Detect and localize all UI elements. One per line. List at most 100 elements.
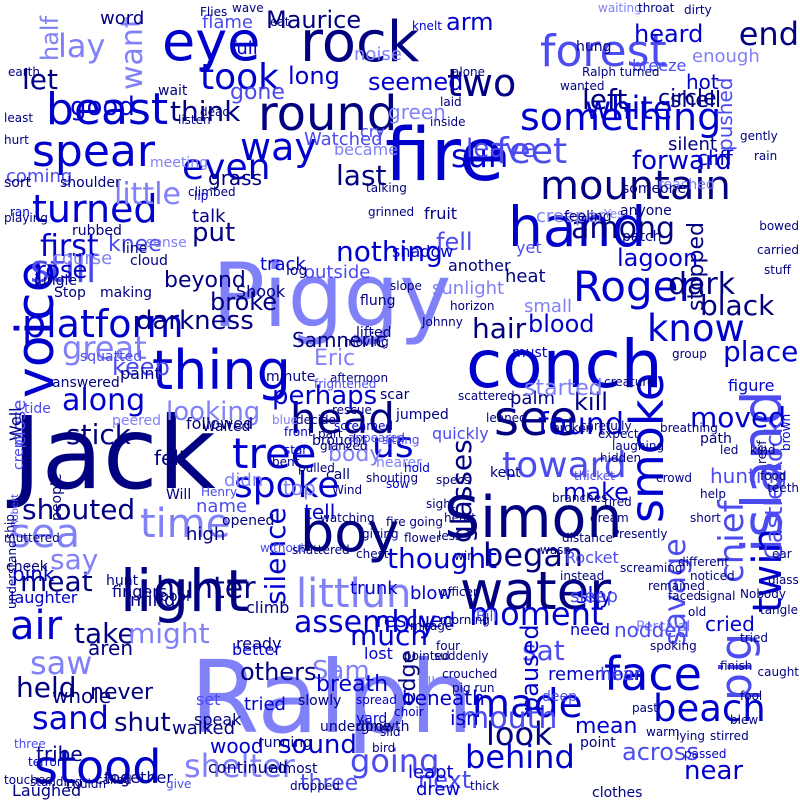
cloud-word: meeting: [150, 155, 209, 171]
cloud-word: feet: [496, 131, 568, 172]
cloud-word: breath: [316, 672, 389, 697]
cloud-word: expect: [598, 427, 639, 441]
cloud-word: look: [486, 715, 553, 753]
cloud-word: put: [192, 218, 236, 248]
cloud-word: instead: [560, 569, 605, 583]
cloud-word: isn: [450, 706, 479, 730]
cloud-word: palm: [510, 388, 555, 409]
cloud-word: heart: [444, 511, 476, 525]
cloud-word: stood: [34, 740, 162, 794]
cloud-word: screamed: [334, 419, 393, 433]
cloud-word: bird: [372, 741, 396, 755]
cloud-word: wanted: [560, 79, 605, 93]
cloud-word: creeper: [536, 206, 605, 227]
cloud-word: climb: [246, 598, 290, 617]
cloud-word: wasn: [540, 543, 572, 557]
cloud-word: pig run: [452, 681, 495, 695]
cloud-word: darkness: [136, 306, 254, 336]
cloud-word: nodded: [614, 618, 690, 642]
cloud-word: sea: [10, 511, 80, 557]
cloud-word: beyond: [164, 268, 246, 293]
cloud-word: shoulder: [60, 175, 121, 191]
cloud-word: understand: [5, 540, 19, 609]
cloud-word: hunt: [106, 573, 139, 589]
cloud-word: cloud: [130, 253, 168, 269]
cloud-word: course: [52, 248, 113, 269]
cloud-word: continued: [208, 758, 288, 777]
cloud-word: glass: [768, 573, 799, 587]
cloud-word: least: [4, 111, 34, 125]
cloud-word: climbed: [188, 185, 236, 199]
cloud-word: assembly: [294, 605, 437, 640]
cloud-word: seemed: [368, 68, 464, 96]
cloud-word: two: [447, 61, 517, 105]
cloud-word: brown: [779, 413, 793, 451]
cloud-word: squatted: [80, 349, 143, 365]
cloud-word: crowd: [656, 471, 693, 485]
cloud-word: great: [62, 329, 147, 367]
cloud-word: teeth: [767, 481, 799, 495]
cloud-word: scattered: [458, 389, 515, 403]
cloud-word: sand: [32, 699, 109, 737]
cloud-word: cliff: [697, 146, 733, 170]
cloud-word: top: [283, 476, 316, 500]
cloud-word: broke: [210, 288, 278, 316]
cloud-word: shell: [670, 88, 722, 113]
cloud-word: heard: [634, 20, 704, 48]
cloud-word: dead: [200, 105, 230, 119]
cloud-word: rescued: [376, 608, 456, 632]
cloud-word: nearer: [376, 455, 422, 471]
cloud-word: wood: [210, 734, 264, 758]
cloud-word: earth: [8, 65, 40, 79]
cloud-word: say: [50, 543, 99, 576]
cloud-word: hunting: [710, 464, 787, 488]
cloud-word: three: [300, 771, 359, 796]
cloud-word: dream: [590, 511, 629, 525]
cloud-word: high: [186, 524, 226, 545]
cloud-word: shelter: [184, 747, 295, 785]
cloud-word: pink: [12, 562, 55, 586]
cloud-word: lay: [58, 27, 106, 65]
cloud-word: alone: [452, 65, 486, 79]
cloud-word: breeze: [632, 56, 687, 75]
cloud-word: lying: [676, 729, 705, 743]
cloud-word: distance: [562, 531, 613, 545]
cloud-word: line: [122, 241, 148, 257]
cloud-word: hear: [600, 664, 641, 685]
cloud-word: half: [36, 15, 64, 61]
cloud-word: grass: [208, 166, 263, 190]
cloud-word: pool: [160, 589, 190, 605]
cloud-word: left: [582, 83, 628, 116]
cloud-word: fell: [436, 228, 473, 256]
cloud-word: watching: [320, 511, 375, 525]
cloud-word: whole: [52, 684, 112, 708]
cloud-word: thicket: [574, 469, 615, 483]
cloud-word: felt: [154, 446, 187, 470]
cloud-word: bent: [272, 455, 300, 469]
cloud-word: mind: [130, 590, 176, 611]
cloud-word: Maurice: [266, 6, 362, 34]
cloud-word: called: [96, 773, 132, 787]
cloud-word: nothing: [336, 235, 443, 268]
cloud-word: fire going: [386, 515, 443, 529]
cloud-word: answered: [52, 375, 120, 391]
cloud-word: passed: [684, 747, 727, 761]
cloud-word: jungle: [34, 273, 78, 289]
cloud-word: star: [284, 443, 308, 457]
cloud-word: past: [632, 701, 658, 715]
cloud-word: someone: [622, 181, 687, 197]
cloud-word: moment: [469, 595, 604, 633]
cloud-word: different: [678, 555, 729, 569]
cloud-word: rock: [300, 10, 420, 75]
cloud-word: choir: [394, 705, 424, 719]
cloud-word: leave: [466, 134, 537, 164]
cloud-word: near: [684, 756, 744, 786]
cloud-word: ear: [772, 547, 792, 561]
cloud-word: long: [288, 62, 340, 90]
cloud-word: spoke: [234, 465, 340, 506]
cloud-word: hot: [686, 70, 719, 94]
cloud-word: scar: [380, 387, 410, 403]
cloud-word: beneath: [402, 686, 485, 710]
cloud-word: among: [571, 211, 676, 246]
